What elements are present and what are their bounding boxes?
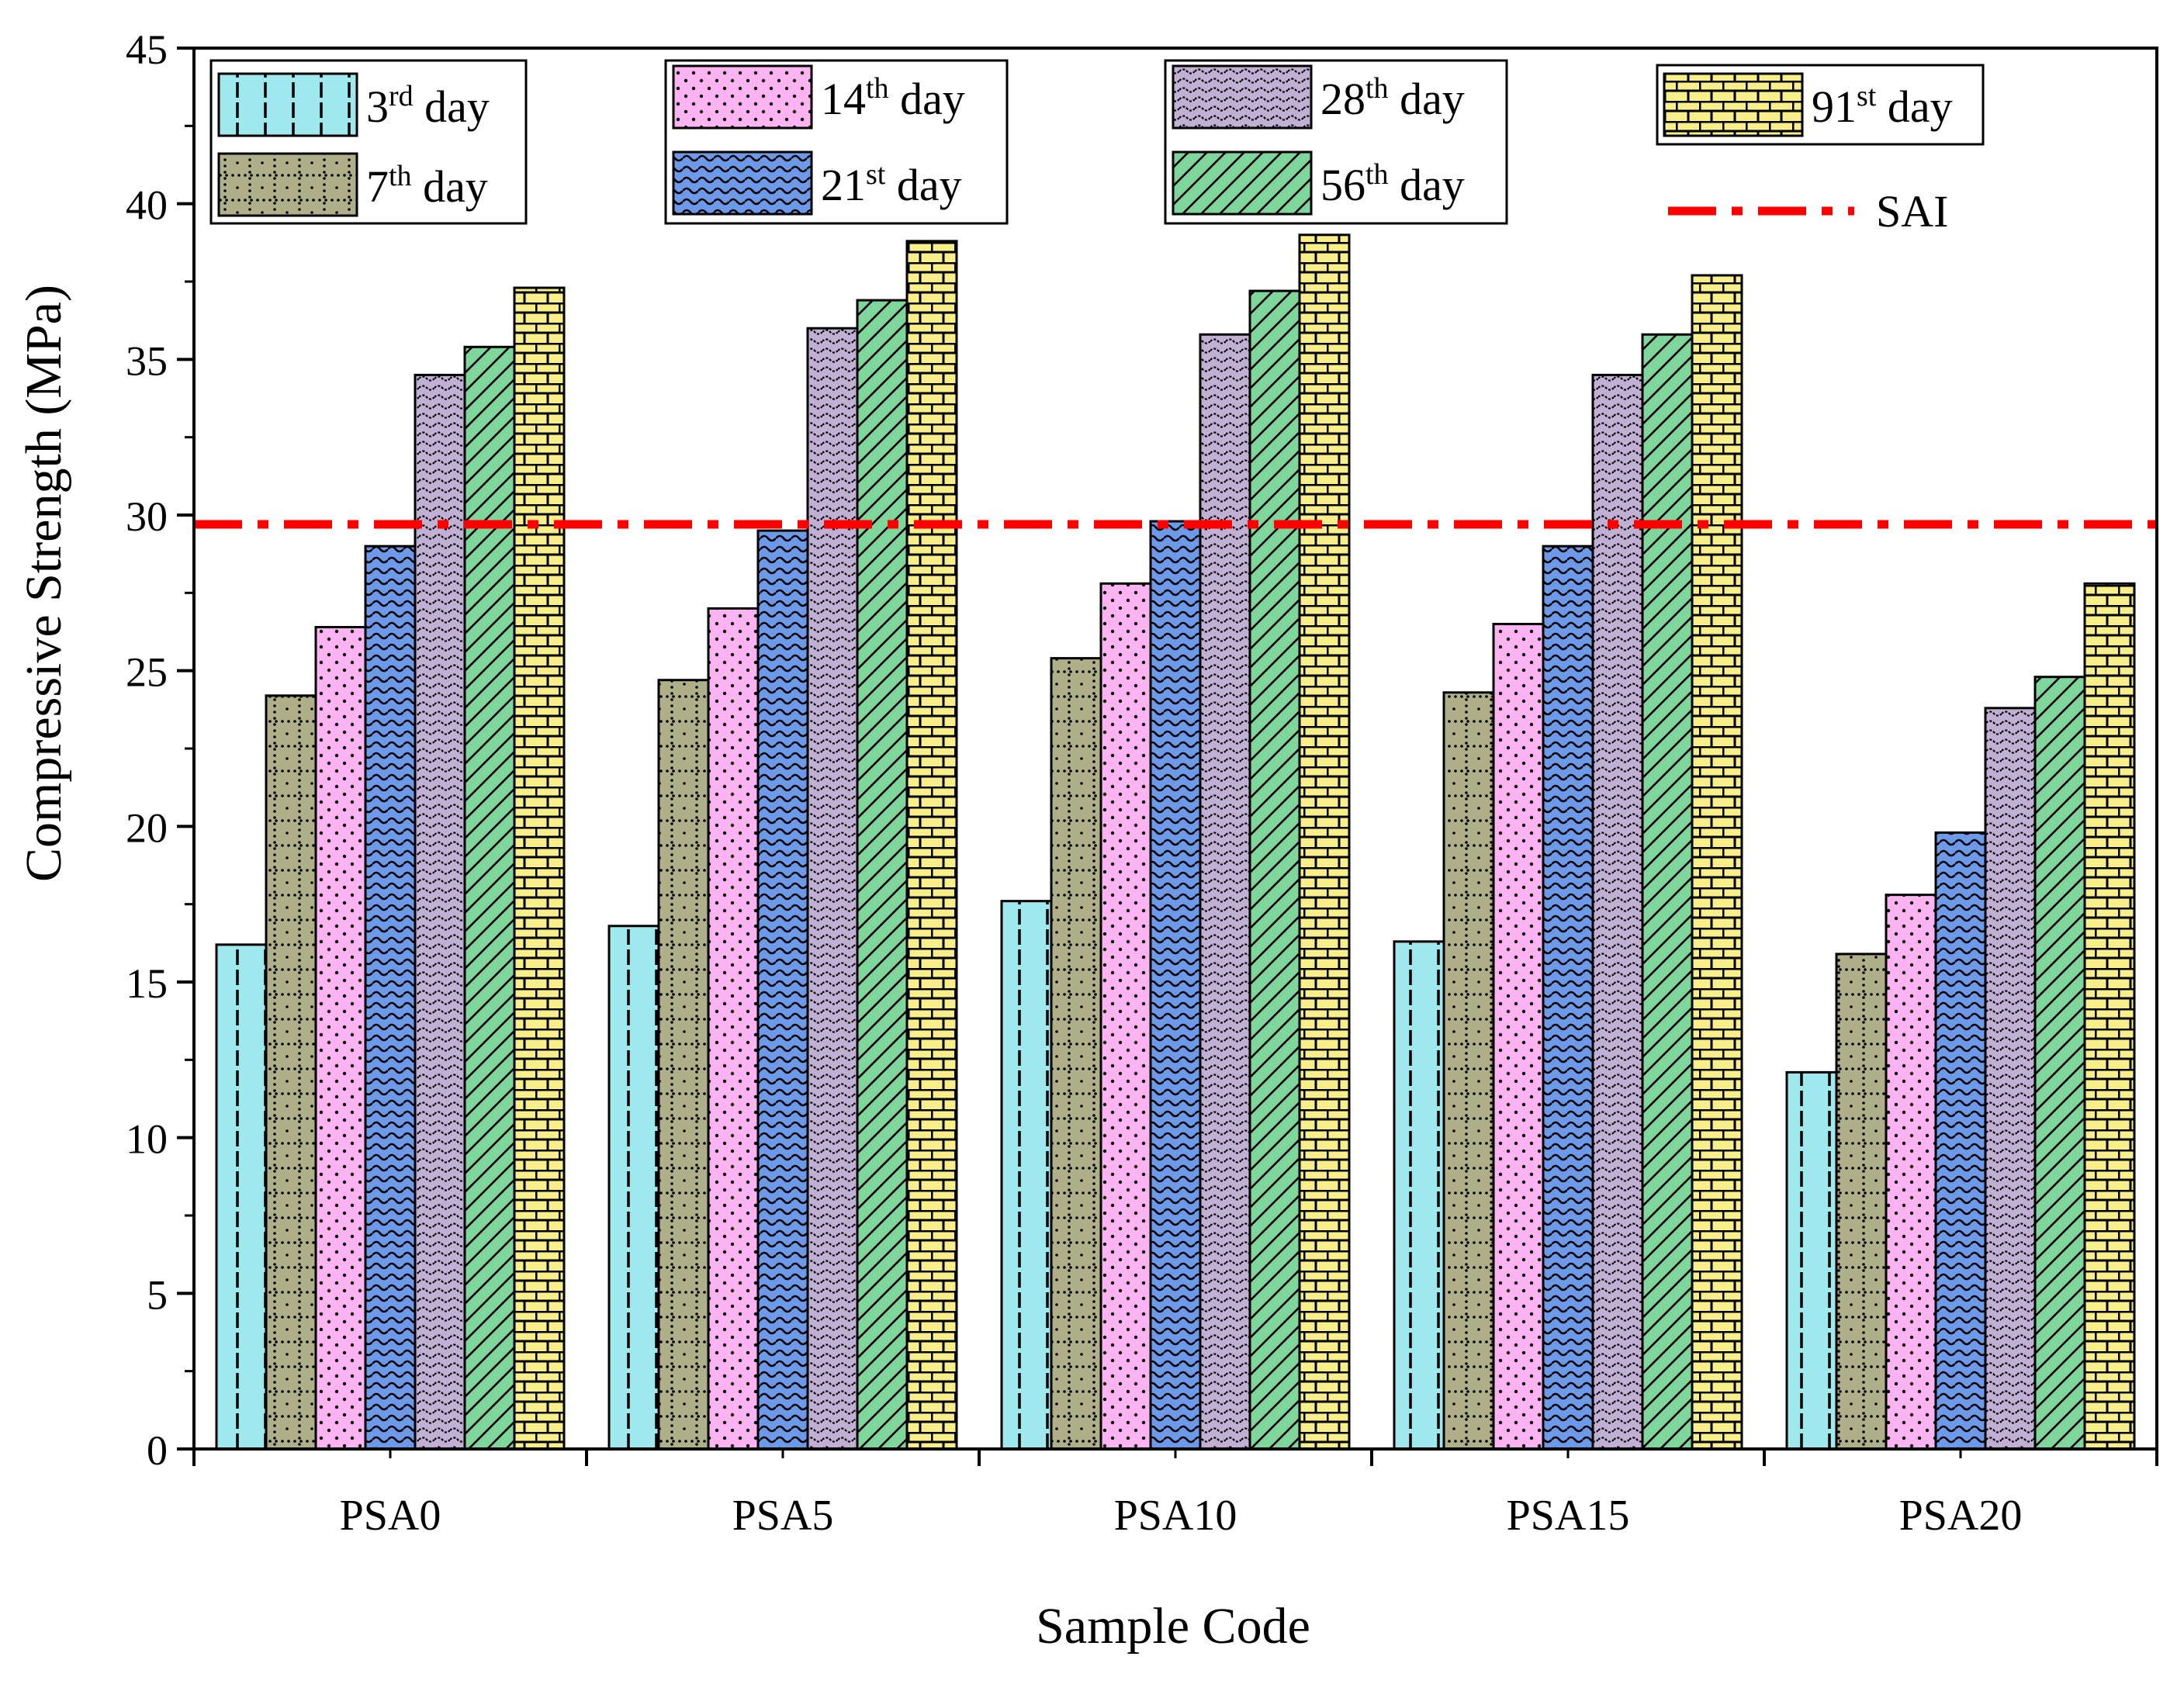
- y-tick-label: 10: [126, 1116, 168, 1163]
- legend-label: 3rd day: [366, 80, 490, 132]
- legend-swatch: [672, 150, 813, 216]
- bar-PSA10-91st-day: [1298, 233, 1351, 1451]
- x-tick-label: PSA15: [1507, 1492, 1630, 1540]
- y-tick-label: 35: [126, 337, 168, 384]
- legend-frame: [209, 59, 528, 225]
- legend-swatch: [1663, 72, 1804, 137]
- legend-item-7th-day: 7th day: [217, 152, 488, 217]
- bar-PSA5-7th-day: [657, 679, 710, 1451]
- legend-frame: [1164, 59, 1508, 225]
- y-tick-label: 30: [126, 493, 168, 540]
- bar-PSA0-91st-day: [513, 286, 566, 1451]
- legend-swatch: [217, 152, 358, 217]
- bar-PSA10-56th-day: [1248, 289, 1301, 1451]
- y-tick-label: 40: [126, 182, 168, 229]
- legend-item-3rd-day: 3rd day: [217, 72, 490, 137]
- bar-PSA5-56th-day: [856, 299, 909, 1451]
- legend-label: SAI: [1876, 186, 1948, 237]
- bar-PSA20-7th-day: [1835, 953, 1888, 1451]
- y-tick-label: 15: [126, 960, 168, 1007]
- y-tick-label: 5: [147, 1271, 168, 1318]
- bar-PSA5-28th-day: [806, 327, 859, 1451]
- bar-PSA20-14th-day: [1885, 894, 1937, 1451]
- bar-PSA0-56th-day: [463, 345, 516, 1451]
- legend-item-21st-day: 21st day: [672, 150, 962, 216]
- bar-PSA5-3rd-day: [607, 925, 660, 1451]
- bar-PSA20-21st-day: [1934, 831, 1987, 1451]
- bar-PSA15-56th-day: [1641, 333, 1694, 1451]
- x-tick-label: PSA5: [732, 1492, 834, 1540]
- legend-label: 21st day: [821, 158, 962, 210]
- bar-PSA0-3rd-day: [215, 943, 268, 1451]
- bar-PSA0-21st-day: [364, 545, 417, 1451]
- bar-PSA10-28th-day: [1199, 333, 1251, 1451]
- bar-PSA15-21st-day: [1542, 545, 1594, 1451]
- bars-layer: [215, 233, 2136, 1451]
- legend-item-91st-day: 91st day: [1663, 72, 1953, 137]
- legend-item-56th-day: 56th day: [1172, 150, 1465, 216]
- legend-label: 56th day: [1320, 158, 1465, 210]
- bar-PSA15-3rd-day: [1393, 940, 1445, 1451]
- bar-PSA5-91st-day: [905, 240, 958, 1451]
- y-tick-label: 45: [126, 26, 168, 73]
- bar-PSA15-14th-day: [1492, 622, 1545, 1451]
- legend-item-SAI: SAI: [1668, 186, 1948, 237]
- legend-swatch: [672, 64, 813, 130]
- legend-label: 91st day: [1812, 80, 1953, 132]
- x-tick-label: PSA10: [1114, 1492, 1237, 1540]
- x-tick-label: PSA20: [1899, 1492, 2023, 1540]
- x-tick-label: PSA0: [340, 1492, 441, 1540]
- legend-item-14th-day: 14th day: [672, 64, 965, 130]
- legend: 3rd day 7th day 14th day 21st day 28th day 56…: [209, 59, 1985, 237]
- legend-swatch: [217, 72, 358, 137]
- y-tick-label: 25: [126, 649, 168, 696]
- legend-label: 7th day: [366, 160, 488, 212]
- legend-swatch: [1172, 64, 1313, 130]
- bar-PSA20-56th-day: [2033, 676, 2086, 1451]
- bar-PSA10-14th-day: [1099, 582, 1152, 1451]
- y-tick-label: 0: [147, 1427, 168, 1474]
- y-axis-title: Compressive Strength (MPa): [16, 285, 72, 882]
- legend-label: 28th day: [1320, 72, 1465, 124]
- bar-PSA10-7th-day: [1050, 657, 1102, 1451]
- bar-PSA0-28th-day: [414, 373, 466, 1451]
- axes-layer: 0 5 10 15 20 25 30 35 40 45 PSA0 PSA5 PSA10 PSA15 PSA2…: [126, 26, 2158, 1540]
- legend-item-28th-day: 28th day: [1172, 64, 1465, 130]
- bar-PSA10-21st-day: [1149, 520, 1202, 1451]
- bar-PSA20-91st-day: [2083, 582, 2136, 1451]
- legend-label: 14th day: [821, 72, 965, 124]
- bar-PSA0-14th-day: [314, 625, 367, 1451]
- legend-swatch: [1172, 150, 1313, 216]
- x-axis-title: Sample Code: [1036, 1598, 1310, 1655]
- legend-frame: [664, 59, 1009, 225]
- y-tick-label: 20: [126, 804, 168, 851]
- bar-PSA5-14th-day: [707, 607, 760, 1451]
- bar-PSA15-7th-day: [1442, 691, 1495, 1451]
- bar-PSA10-3rd-day: [1000, 900, 1053, 1451]
- bar-PSA20-28th-day: [1984, 707, 2037, 1451]
- bar-PSA5-21st-day: [756, 529, 809, 1451]
- bar-PSA15-91st-day: [1691, 274, 1743, 1451]
- bar-PSA0-7th-day: [265, 694, 317, 1451]
- legend-frame: [1656, 64, 1985, 146]
- bar-PSA20-3rd-day: [1785, 1070, 1838, 1451]
- bar-PSA15-28th-day: [1591, 373, 1644, 1451]
